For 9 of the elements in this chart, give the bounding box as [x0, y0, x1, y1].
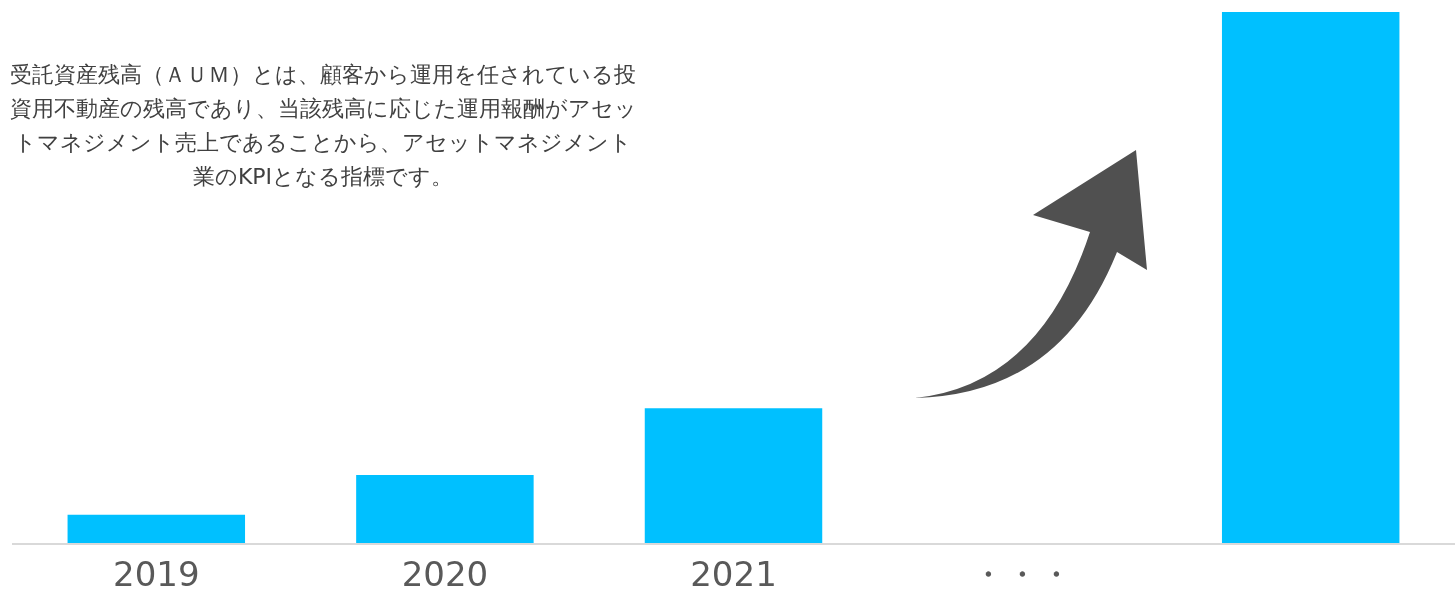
bar: [356, 475, 534, 543]
x-tick-label: 2021: [690, 553, 777, 594]
bar: [67, 514, 246, 543]
x-tick-label: ・・・: [971, 553, 1074, 594]
annotation: 受託資産残高（ＡＵＭ）とは、顧客から運用を任されている投資用不動産の残高であり、当該残高に応じた運用報酬がアセットマネジメント売上であることから、アセットマネジメント業のKPIとなる指標です。: [8, 61, 638, 191]
x-tick-label: 2020: [401, 553, 489, 594]
bar: [644, 408, 823, 543]
bar: [1221, 12, 1400, 543]
x-tick-label: 2019: [113, 553, 200, 594]
